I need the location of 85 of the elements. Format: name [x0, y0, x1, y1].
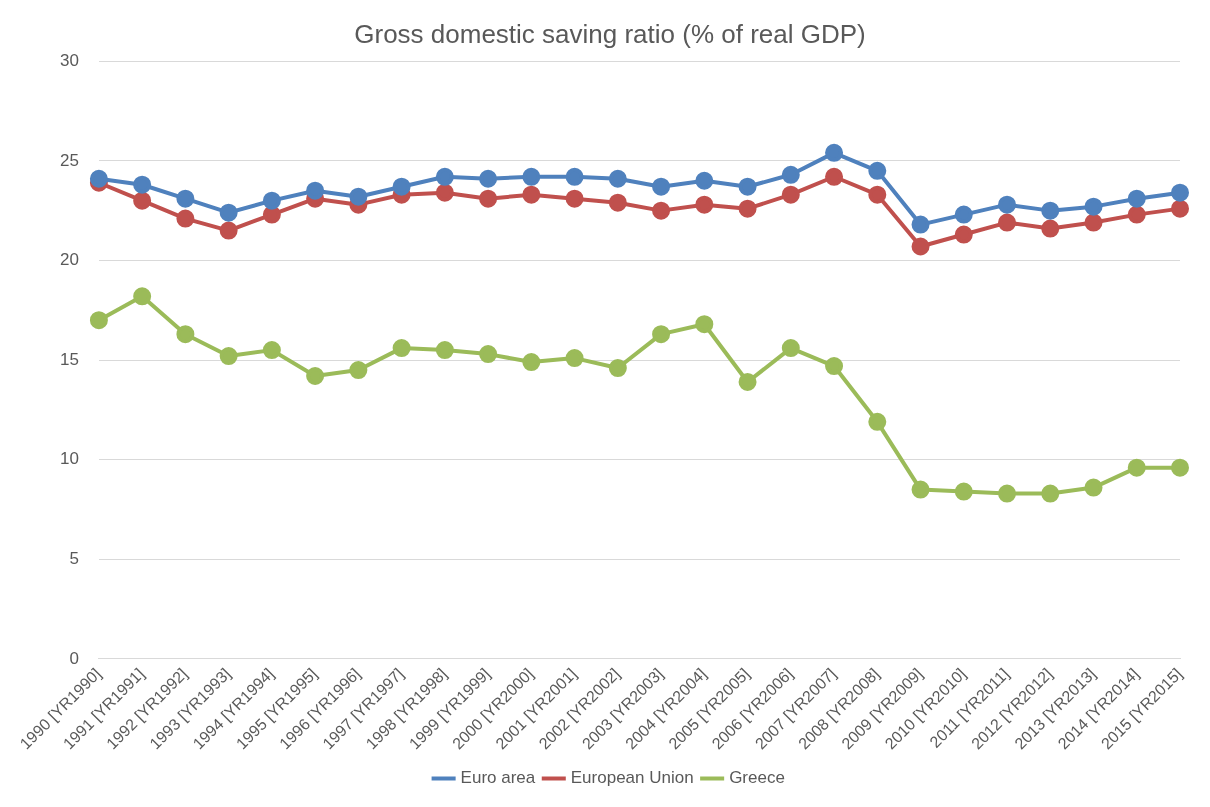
- point: [1041, 201, 1060, 220]
- y-tick-label: 5: [69, 549, 79, 568]
- point: [176, 189, 195, 208]
- point: [1084, 478, 1103, 497]
- point: [1041, 484, 1060, 503]
- point: [998, 195, 1017, 214]
- point: [825, 143, 844, 162]
- point: [133, 191, 152, 210]
- point: [219, 203, 238, 222]
- point: [1127, 189, 1146, 208]
- y-tick-label: 25: [59, 150, 79, 170]
- legend-label: Euro area: [460, 768, 536, 788]
- point: [695, 171, 714, 190]
- point: [349, 187, 368, 206]
- point: [392, 339, 411, 358]
- point: [1127, 458, 1146, 477]
- point: [998, 484, 1017, 503]
- point: [1084, 213, 1103, 232]
- point: [868, 185, 887, 204]
- point: [868, 412, 887, 431]
- point: [825, 357, 844, 376]
- point: [954, 225, 973, 244]
- point: [1171, 199, 1189, 218]
- point: [1127, 205, 1146, 224]
- point: [133, 287, 152, 306]
- point: [479, 345, 498, 364]
- point: [1171, 183, 1189, 202]
- point: [392, 177, 411, 196]
- y-tick-label: 30: [59, 50, 79, 70]
- point: [781, 185, 800, 204]
- point: [435, 167, 454, 186]
- point: [954, 482, 973, 501]
- point: [479, 189, 498, 208]
- point: [868, 161, 887, 180]
- y-tick-label: 0: [69, 648, 79, 668]
- point: [781, 165, 800, 184]
- point: [954, 205, 973, 224]
- point: [565, 349, 584, 368]
- point: [652, 325, 671, 344]
- point: [262, 205, 281, 224]
- point: [608, 193, 627, 212]
- point: [652, 201, 671, 220]
- legend-label: European Union: [570, 768, 694, 788]
- point: [1084, 197, 1103, 216]
- point: [781, 339, 800, 358]
- point: [565, 167, 584, 186]
- point: [89, 311, 108, 330]
- point: [1171, 458, 1189, 477]
- point: [522, 185, 541, 204]
- point: [695, 315, 714, 334]
- point: [306, 367, 325, 386]
- point: [1041, 219, 1060, 238]
- point: [262, 341, 281, 360]
- y-tick-label: 15: [59, 349, 79, 369]
- point: [911, 237, 930, 256]
- point: [176, 209, 195, 228]
- point: [219, 347, 238, 366]
- point: [435, 183, 454, 202]
- point: [825, 167, 844, 186]
- point: [738, 372, 757, 391]
- point: [176, 325, 195, 344]
- point: [349, 361, 368, 380]
- point: [479, 169, 498, 188]
- point: [998, 213, 1017, 232]
- point: [608, 169, 627, 188]
- point: [89, 169, 108, 188]
- point: [262, 191, 281, 210]
- point: [435, 341, 454, 360]
- legend-label: Greece: [729, 768, 785, 788]
- y-tick-label: 20: [59, 250, 79, 270]
- point: [738, 199, 757, 218]
- chart-title: Gross domestic saving ratio (% of real GDP): [354, 18, 866, 49]
- point: [522, 353, 541, 372]
- point: [133, 175, 152, 194]
- point: [738, 177, 757, 196]
- point: [608, 359, 627, 378]
- point: [911, 215, 930, 234]
- point: [565, 189, 584, 208]
- point: [306, 181, 325, 200]
- point: [522, 167, 541, 186]
- point: [219, 221, 238, 240]
- point: [652, 177, 671, 196]
- point: [911, 480, 930, 499]
- point: [695, 195, 714, 214]
- y-tick-label: 10: [59, 449, 79, 469]
